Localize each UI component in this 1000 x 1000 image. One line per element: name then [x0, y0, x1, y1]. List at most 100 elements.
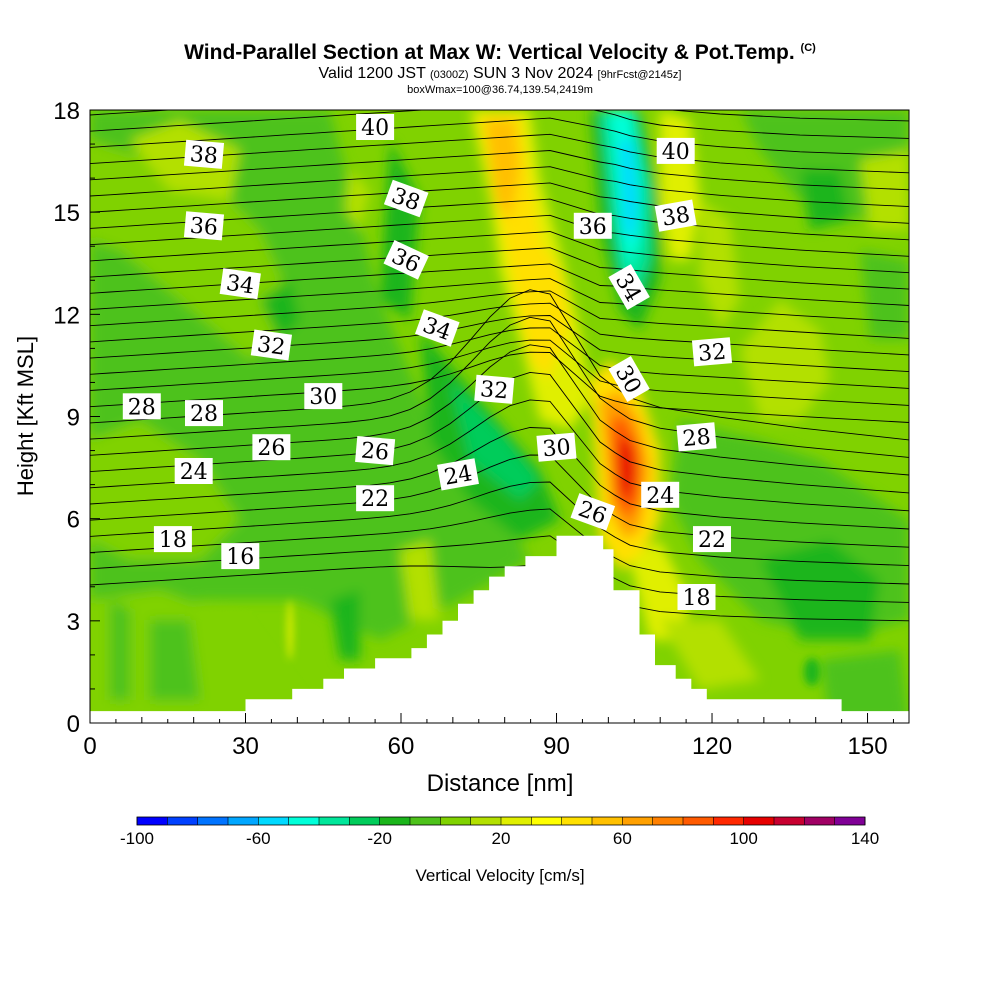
contour-label-text: 36 [189, 214, 219, 241]
title-block: Wind-Parallel Section at Max W: Vertical… [0, 36, 1000, 96]
colorbar-swatch [804, 817, 836, 825]
contour-label-9: 24 [174, 458, 213, 485]
contour-label-text: 24 [442, 461, 474, 490]
contour-label-18: 24 [437, 458, 479, 491]
contour-label-text: 18 [159, 528, 187, 553]
chart-title: Wind-Parallel Section at Max W: Vertical… [0, 36, 1000, 65]
isentrope-line-15 [90, 302, 909, 356]
contour-label-text: 28 [190, 402, 218, 427]
colorbar-swatch [228, 817, 259, 825]
x-tick-label: 30 [232, 733, 259, 760]
colorbar-swatch [349, 817, 381, 825]
contour-label-24: 40 [656, 137, 695, 165]
terrain-profile [90, 535, 909, 724]
isentrope-line-16 [90, 290, 909, 339]
contour-label-text: 28 [128, 395, 156, 420]
isentrope-line-24 [90, 166, 909, 208]
isentrope-line-17 [90, 278, 909, 323]
isentrope-line-12 [90, 339, 909, 406]
contour-label-29: 22 [693, 526, 731, 553]
colorbar-swatch [319, 817, 350, 825]
contour-label-11: 22 [356, 485, 395, 512]
colorbar-swatch [258, 817, 290, 825]
colorbar-swatch [167, 817, 199, 825]
y-tick-label: 0 [67, 711, 80, 738]
contour-label-text: 28 [682, 425, 712, 452]
contour-label-26: 32 [691, 337, 733, 367]
contour-label-3: 34 [219, 268, 261, 300]
contour-label-5: 30 [304, 383, 343, 410]
x-axis-label: Distance [nm] [427, 770, 574, 797]
contour-label-28: 24 [641, 481, 680, 509]
contour-label-text: 38 [660, 202, 692, 231]
isentrope-line-9 [90, 316, 909, 458]
box-wmax-info: boxWmax=100@36.74,139.54,2419m [407, 84, 593, 96]
contour-label-6: 28 [122, 393, 161, 420]
y-tick-label: 6 [67, 507, 80, 534]
colorbar-swatch [531, 817, 563, 825]
isentrope-line-5 [90, 427, 909, 530]
x-tick-label: 0 [83, 733, 96, 760]
contour-label-text: 32 [256, 332, 287, 361]
contour-label-text: 22 [361, 487, 389, 512]
colorbar-swatch [652, 817, 684, 825]
contour-label-text: 26 [257, 436, 285, 461]
contour-label-text: 34 [224, 271, 255, 300]
valid-date: SUN 3 Nov 2024 [473, 65, 594, 82]
colorbar-swatch [470, 817, 502, 825]
colorbar-tick-label: 20 [492, 829, 511, 848]
contour-label-7: 28 [185, 400, 223, 427]
y-tick-label: 3 [67, 609, 80, 636]
copyright-mark: (C) [800, 42, 816, 54]
contour-label-text: 40 [662, 140, 690, 165]
utc-time: (0300Z) [430, 69, 469, 81]
contour-label-10: 26 [355, 435, 396, 466]
contour-label-text: 30 [309, 385, 337, 410]
contour-label-text: 38 [189, 142, 219, 169]
contour-label-30: 18 [677, 584, 716, 611]
contour-label-2: 36 [183, 211, 225, 241]
contour-label-0: 40 [356, 114, 395, 141]
forecast-info: [9hrFcst@2145z] [597, 69, 682, 81]
x-tick-label: 60 [388, 733, 415, 760]
contour-label-text: 24 [646, 484, 674, 509]
contour-label-19: 30 [536, 432, 577, 462]
colorbar-tick-label: -60 [246, 829, 271, 848]
colorbar-swatch [137, 817, 168, 825]
chart-title-text: Wind-Parallel Section at Max W: Vertical… [184, 41, 795, 64]
isentrope-line-25 [90, 150, 909, 191]
x-tick-label: 120 [692, 733, 732, 760]
contour-label-text: 18 [683, 586, 711, 611]
contour-label-4: 32 [250, 329, 293, 361]
contour-label-text: 26 [360, 438, 390, 465]
y-tick-label: 15 [53, 200, 80, 227]
colorbar-swatch [774, 817, 805, 825]
colorbar-swatch [197, 817, 229, 825]
contour-label-13: 16 [221, 543, 260, 570]
valid-time: Valid 1200 JST [318, 65, 426, 82]
colorbar-swatch [440, 817, 472, 825]
contour-label-12: 18 [153, 526, 192, 553]
colorbar-tick-label: 100 [729, 829, 757, 848]
colorbar-swatch [683, 817, 714, 825]
colorbar-tick-label: -100 [120, 829, 154, 848]
contour-label-text: 22 [698, 528, 726, 553]
contour-label-25: 38 [654, 199, 697, 232]
colorbar-swatch [743, 817, 775, 825]
colorbar-swatch [592, 817, 623, 825]
isentrope-line-1 [90, 535, 909, 603]
contour-label-17: 32 [474, 374, 515, 404]
contour-label-text: 40 [361, 116, 389, 141]
chart-subtitle: Valid 1200 JST (0300Z) SUN 3 Nov 2024 [9… [0, 65, 1000, 84]
x-tick-label: 90 [543, 733, 570, 760]
contour-label-text: 36 [579, 215, 607, 240]
contour-label-1: 38 [183, 139, 225, 169]
colorbar-tick-label: 140 [851, 829, 879, 848]
y-tick-label: 12 [53, 302, 80, 329]
isentrope-line-28 [90, 110, 909, 139]
colorbar-tick-label: -20 [367, 829, 392, 848]
colorbar-swatch [713, 817, 745, 825]
isentrope-line-8 [90, 344, 909, 476]
